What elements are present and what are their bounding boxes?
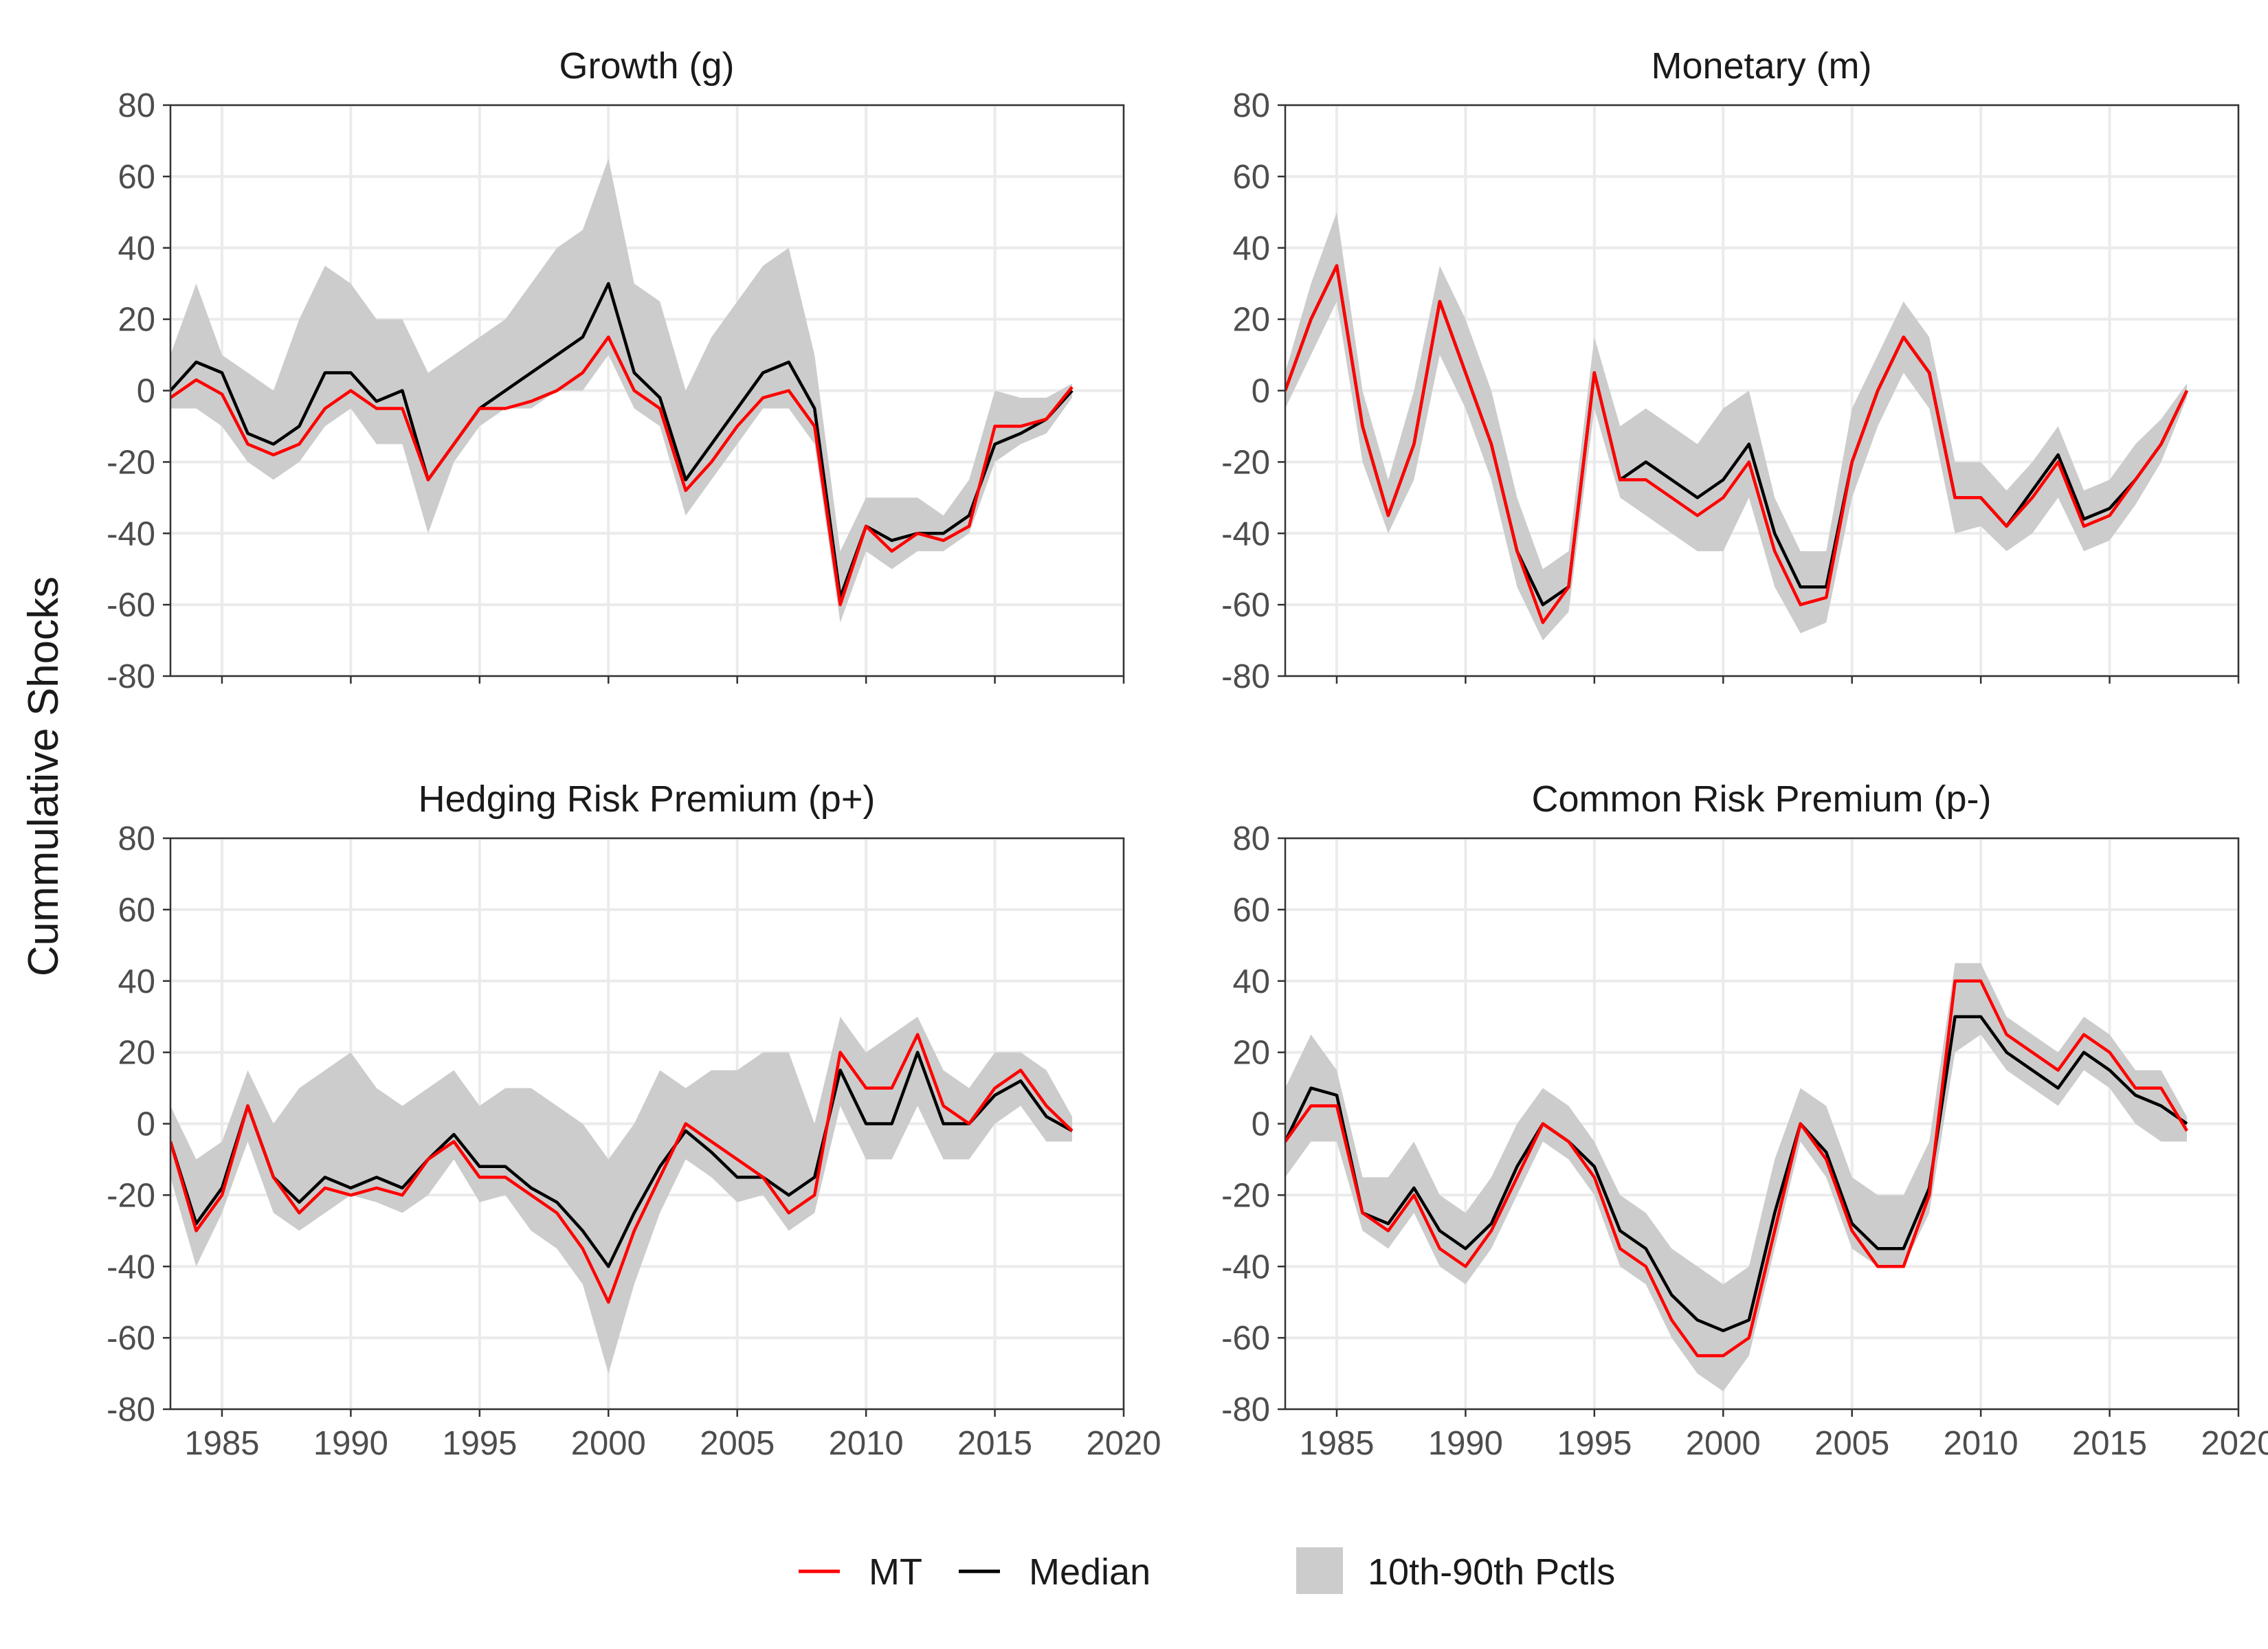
- x-tick-label-2010: 2010: [829, 1425, 904, 1462]
- y-tick-label--20: -20: [1221, 1177, 1270, 1214]
- y-tick-label-60: 60: [118, 159, 155, 196]
- y-axis-title: Cummulative Shocks: [20, 576, 67, 976]
- y-tick-label--40: -40: [1221, 1248, 1270, 1286]
- legend-label-band: 10th-90th Pctls: [1368, 1551, 1615, 1593]
- mt-line-hedging-risk-premium-p: [170, 1033, 1074, 1304]
- x-axis-growth-g: [221, 676, 1125, 684]
- mt-line-growth-g: [170, 335, 1074, 607]
- x-tick-label-2020: 2020: [2201, 1425, 2268, 1462]
- panel-monetary: Monetary (m) -80 -60 -40 -20 0 20 40 60 80: [1221, 45, 2240, 695]
- y-tick-label-80: 80: [118, 87, 155, 124]
- panel-title-monetary: Monetary (m): [1651, 45, 1871, 87]
- legend-label-mt: MT: [869, 1551, 922, 1593]
- x-tick-label-1990: 1990: [1428, 1425, 1503, 1462]
- series-group-common-risk-premium-p: [1285, 963, 2188, 1391]
- legend: MT Median 10th-90th Pctls: [799, 1547, 1615, 1594]
- y-tick-label-20: 20: [1232, 1035, 1270, 1072]
- y-tick-label--60: -60: [1221, 1320, 1270, 1357]
- panel-growth: Growth (g) -80 -60 -40 -20 0 20 40 60 80: [107, 45, 1125, 695]
- y-tick-label-60: 60: [1232, 892, 1270, 929]
- legend-label-median: Median: [1029, 1551, 1150, 1593]
- y-tick-label-20: 20: [118, 1035, 155, 1072]
- y-axis-monetary-m: -80 -60 -40 -20 0 20 40 60 80: [1221, 87, 1285, 695]
- panel-title-hedging-risk-premium: Hedging Risk Premium (p+): [419, 778, 876, 820]
- x-tick-label-2005: 2005: [1814, 1425, 1889, 1462]
- y-tick-label--40: -40: [107, 1248, 155, 1286]
- gridlines-common-risk-premium-p: [1285, 838, 2238, 1409]
- x-tick-label-2005: 2005: [700, 1425, 775, 1462]
- y-tick-label-40: 40: [1232, 963, 1270, 1000]
- x-tick-label-1985: 1985: [184, 1425, 259, 1462]
- y-tick-label-80: 80: [1232, 87, 1270, 124]
- y-tick-label-80: 80: [118, 820, 155, 857]
- y-tick-label-0: 0: [137, 373, 155, 410]
- x-tick-label-2010: 2010: [1944, 1425, 2019, 1462]
- x-tick-label-2015: 2015: [957, 1425, 1032, 1462]
- panel-title-common-risk-premium: Common Risk Premium (p-): [1531, 778, 1991, 820]
- y-tick-label-0: 0: [1252, 1106, 1270, 1143]
- y-tick-label-20: 20: [1232, 302, 1270, 339]
- mt-line-common-risk-premium-p: [1285, 979, 2188, 1358]
- series-group-hedging-risk-premium-p: [170, 1016, 1074, 1374]
- y-axis-common-risk-premium-p: -80 -60 -40 -20 0 20 40 60 80: [1221, 820, 1285, 1428]
- panel-common-risk-premium: Common Risk Premium (p-) -80 -60 -40 -20 0 20…: [1221, 778, 2268, 1462]
- y-tick-label--80: -80: [107, 658, 155, 695]
- y-tick-label-40: 40: [118, 230, 155, 267]
- pctl-band-common-risk-premium-p: [1285, 963, 2187, 1391]
- y-tick-label--20: -20: [107, 1177, 155, 1214]
- y-tick-label-40: 40: [1232, 230, 1270, 267]
- x-axis-common-risk-premium-p: 1985 1990 1995 2000 2005 2010 2015 2020: [1299, 1409, 2268, 1462]
- y-tick-label--40: -40: [107, 515, 155, 552]
- y-tick-label-60: 60: [1232, 159, 1270, 196]
- pctl-band-monetary-m: [1285, 212, 2187, 641]
- panel-hedging-risk-premium: Hedging Risk Premium (p+) -80 -60 -40 -20 0 2…: [107, 778, 1161, 1462]
- x-tick-label-2000: 2000: [1686, 1425, 1761, 1462]
- y-axis-hedging-risk-premium-p: -80 -60 -40 -20 0 20 40 60 80: [107, 820, 170, 1428]
- median-line-common-risk-premium-p: [1285, 1015, 2188, 1332]
- x-axis-hedging-risk-premium-p: 1985 1990 1995 2000 2005 2010 2015 2020: [184, 1409, 1161, 1462]
- x-tick-label-2020: 2020: [1086, 1425, 1161, 1462]
- x-tick-label-2015: 2015: [2072, 1425, 2147, 1462]
- y-tick-label--60: -60: [107, 587, 155, 624]
- y-tick-label--20: -20: [107, 444, 155, 481]
- y-tick-label-60: 60: [118, 892, 155, 929]
- median-line-hedging-risk-premium-p: [170, 1051, 1074, 1268]
- x-tick-label-1995: 1995: [442, 1425, 517, 1462]
- x-tick-label-1990: 1990: [313, 1425, 388, 1462]
- y-tick-label-0: 0: [1252, 373, 1270, 410]
- series-group-growth-g: [170, 158, 1074, 623]
- y-tick-label--40: -40: [1221, 515, 1270, 552]
- panel-title-growth: Growth (g): [559, 45, 734, 87]
- pctl-band-hedging-risk-premium-p: [170, 1016, 1072, 1374]
- y-tick-label--80: -80: [107, 1391, 155, 1428]
- y-axis-growth-g: -80 -60 -40 -20 0 20 40 60 80: [107, 87, 170, 695]
- y-tick-label-40: 40: [118, 963, 155, 1000]
- mt-line-monetary-m: [1285, 264, 2189, 625]
- y-tick-label--80: -80: [1221, 1391, 1270, 1428]
- y-tick-label--60: -60: [1221, 587, 1270, 624]
- y-tick-label--80: -80: [1221, 658, 1270, 695]
- x-tick-label-2000: 2000: [571, 1425, 646, 1462]
- x-tick-label-1995: 1995: [1557, 1425, 1632, 1462]
- y-tick-label--20: -20: [1221, 444, 1270, 481]
- y-tick-label-0: 0: [137, 1106, 155, 1143]
- series-group-monetary-m: [1285, 212, 2189, 641]
- y-tick-label-80: 80: [1232, 820, 1270, 857]
- x-axis-monetary-m: [1335, 676, 2240, 684]
- y-tick-label--60: -60: [107, 1320, 155, 1357]
- legend-key-band: [1296, 1547, 1343, 1594]
- y-tick-label-20: 20: [118, 302, 155, 339]
- x-tick-label-1985: 1985: [1299, 1425, 1374, 1462]
